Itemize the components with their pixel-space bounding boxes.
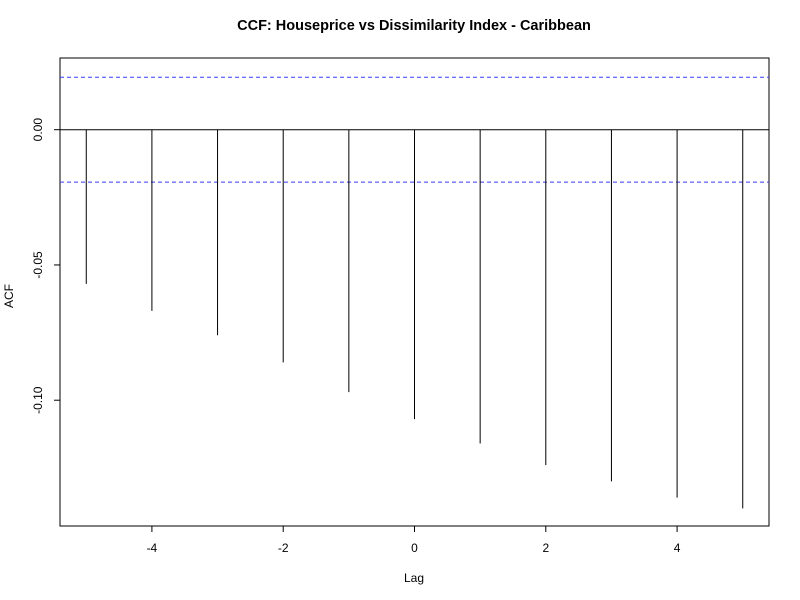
x-tick-label: -4 bbox=[147, 541, 158, 555]
y-tick-label: -0.10 bbox=[31, 386, 45, 414]
x-tick-label: -2 bbox=[278, 541, 289, 555]
x-tick-label: 4 bbox=[674, 541, 681, 555]
confidence-bounds bbox=[60, 76, 769, 183]
y-tick-label: 0.00 bbox=[31, 118, 45, 142]
y-axis-label: ACF bbox=[2, 284, 16, 308]
x-tick-label: 2 bbox=[542, 541, 549, 555]
y-axis: 0.00 -0.05 -0.10 bbox=[31, 118, 60, 414]
x-tick-label: 0 bbox=[411, 541, 418, 555]
y-tick-label: -0.05 bbox=[31, 251, 45, 279]
ccf-spikes bbox=[85, 129, 744, 509]
x-axis: -4 -2 0 2 4 bbox=[147, 526, 681, 555]
chart-title: CCF: Houseprice vs Dissimilarity Index -… bbox=[237, 18, 591, 34]
x-axis-label: Lag bbox=[404, 571, 424, 585]
